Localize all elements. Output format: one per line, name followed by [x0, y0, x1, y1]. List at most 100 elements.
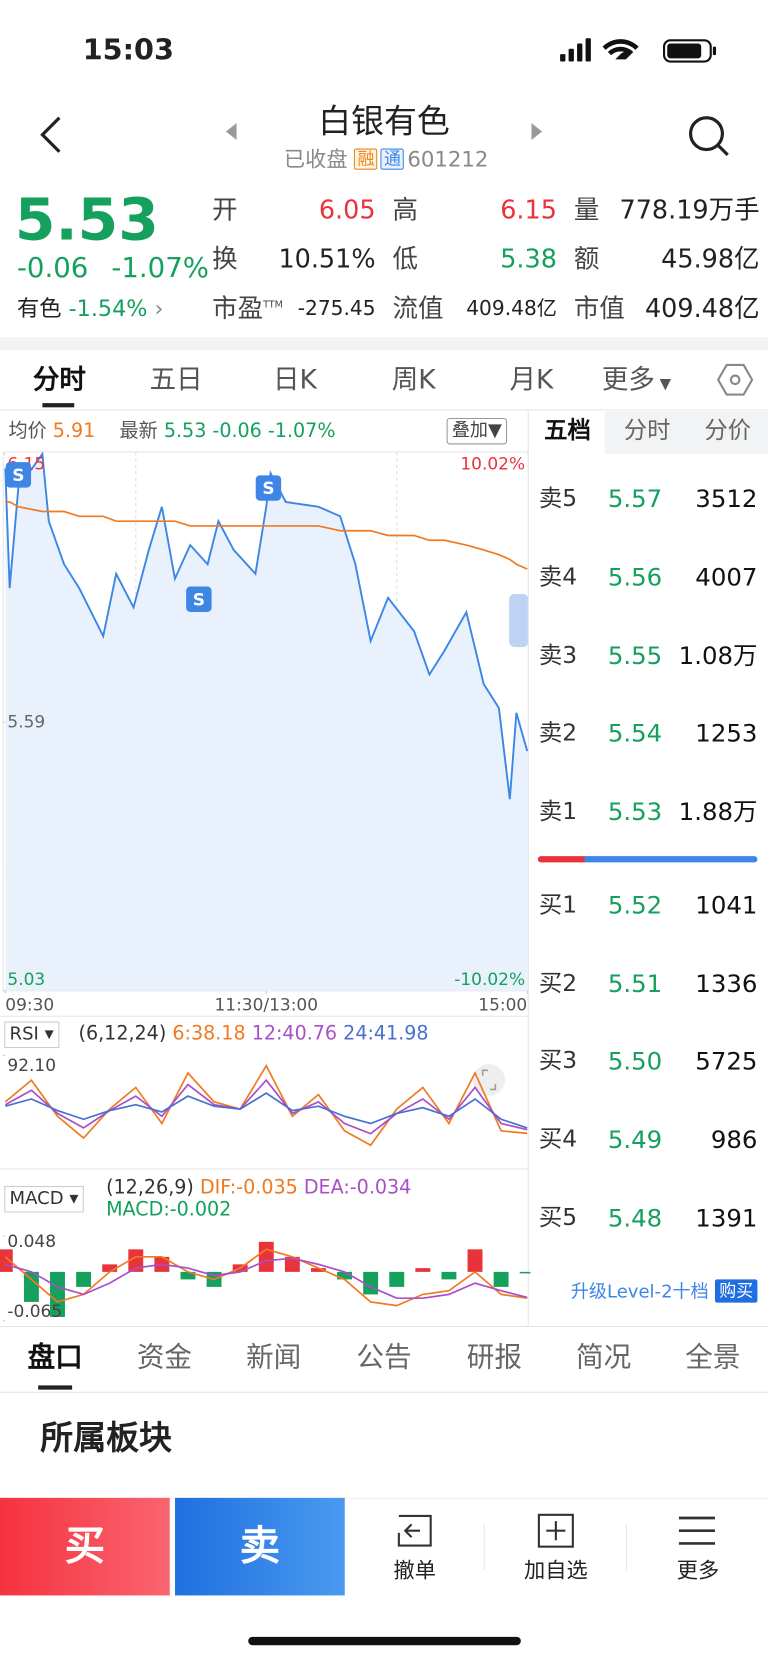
info-tab[interactable]: 简况: [576, 1341, 632, 1374]
status-icons: [560, 38, 717, 63]
macd-bar: [337, 1271, 353, 1280]
home-indicator: [248, 1636, 521, 1646]
chart-tab[interactable]: 周K: [391, 363, 436, 395]
tag: 通: [380, 148, 405, 170]
macd-bar: [284, 1256, 300, 1272]
indicator-legend: (6,12,24) 6:38.18 12:40.76 24:41.98: [78, 1022, 429, 1045]
field-value: 5.38: [500, 243, 557, 274]
divider: [483, 1523, 485, 1570]
level-label: 买1: [538, 892, 578, 919]
settings-icon[interactable]: [717, 363, 754, 397]
field-label: 额: [573, 243, 600, 274]
change-pct: -1.07%: [267, 420, 336, 443]
legend-item: 24:41.98: [343, 1022, 429, 1045]
level-volume: 1041: [695, 892, 758, 920]
order-book-tab[interactable]: 分价: [704, 417, 752, 445]
overlay-button[interactable]: 叠加▼: [446, 417, 508, 445]
y2-tick-label: -10.02%: [454, 970, 525, 990]
chart-tab[interactable]: 更多 ▼: [601, 363, 672, 395]
indicator-name: RSI: [9, 1023, 39, 1045]
field-value: 409.48亿: [644, 293, 760, 324]
series-line: [4, 1078, 528, 1135]
signal-label: S: [12, 466, 24, 486]
macd-bar: [389, 1271, 405, 1287]
chart-tab[interactable]: 五日: [149, 363, 203, 395]
level-price: 5.49: [607, 1126, 663, 1155]
macd-bar: [467, 1249, 483, 1272]
action-item[interactable]: 加自选: [524, 1557, 588, 1583]
divider: [0, 337, 768, 351]
legend-item: MACD:-0.002: [106, 1198, 232, 1221]
action-item[interactable]: 更多: [676, 1557, 720, 1583]
level-volume: 1391: [695, 1205, 758, 1233]
macd-bar: [441, 1271, 457, 1280]
change: -0.06: [212, 420, 262, 443]
sector[interactable]: 有色 -1.54% ›: [16, 295, 164, 322]
legend-item: DIF:-0.035: [199, 1176, 298, 1199]
macd-bar: [50, 1271, 65, 1317]
tab-underline: [42, 403, 75, 408]
order-book-tab[interactable]: 分时: [623, 417, 671, 445]
y-tick-label: 0.048: [7, 1232, 56, 1252]
level-label: 卖4: [538, 564, 578, 591]
info-tab[interactable]: 资金: [136, 1341, 193, 1374]
tag: 融: [354, 148, 378, 170]
last-price: 5.53: [163, 420, 207, 443]
field-label: 高: [392, 195, 418, 225]
order-book-tab[interactable]: 五档: [544, 417, 591, 445]
chart-tab[interactable]: 日K: [272, 363, 317, 395]
level-volume: 986: [710, 1126, 758, 1155]
indicator-legend: (12,26,9) DIF:-0.035 DEA:-0.034: [106, 1176, 412, 1199]
chart-tab[interactable]: 月K: [509, 363, 554, 395]
level-volume: 1336: [695, 970, 758, 999]
avg-price: 5.91: [52, 420, 96, 443]
market-status: 已收盘: [283, 146, 348, 172]
indicator-select[interactable]: RSI ▾: [4, 1021, 59, 1049]
indicator-select[interactable]: MACD ▾: [4, 1185, 84, 1213]
field-value: 45.98亿: [661, 243, 760, 274]
stock-switch[interactable]: [217, 119, 556, 147]
series-line: [5, 1257, 528, 1300]
search-button[interactable]: [685, 112, 732, 159]
y-tick-label: 5.03: [7, 970, 45, 990]
series-line: [4, 1064, 528, 1147]
dropdown-icon: ▼: [654, 375, 672, 393]
buy-button[interactable]: [0, 1497, 170, 1596]
series-line: [4, 451, 529, 800]
macd-bar: [493, 1271, 509, 1287]
level-volume: 1.88万: [678, 798, 758, 827]
field-label: 开: [212, 195, 238, 225]
action-item[interactable]: 撤单: [393, 1557, 436, 1583]
upgrade-link[interactable]: 升级Level-2十档: [570, 1281, 709, 1303]
sell-label: 卖: [239, 1522, 281, 1569]
divider: [0, 409, 768, 411]
back-button[interactable]: [32, 111, 74, 159]
indicator-name: MACD: [9, 1188, 64, 1210]
macd-bar: [76, 1271, 92, 1287]
level-label: 买5: [538, 1205, 578, 1232]
info-tab[interactable]: 公告: [356, 1341, 412, 1374]
y-tick-label: -0.065: [7, 1302, 62, 1322]
info-bar: 均价 5.91 最新 5.53 -0.06 -1.07%: [8, 422, 335, 441]
ratio-bar-sell: [537, 856, 585, 863]
stock-name: 白银有色: [318, 102, 450, 142]
stock-subtitle: 已收盘 融通 601212: [283, 146, 489, 172]
info-tab[interactable]: 研报: [466, 1341, 522, 1374]
status-time: 15:03: [82, 33, 174, 67]
buy-level2-button[interactable]: 购买: [714, 1279, 758, 1303]
info-tab[interactable]: 新闻: [246, 1341, 302, 1374]
info-tab[interactable]: 全景: [685, 1341, 741, 1374]
level-price: 5.48: [607, 1205, 663, 1233]
sell-button[interactable]: [175, 1497, 345, 1596]
x-tick-label: 09:30: [5, 996, 54, 1016]
chart-tab[interactable]: 分时: [32, 363, 86, 395]
side-handle[interactable]: [509, 594, 529, 648]
legend-item: DEA:-0.034: [303, 1176, 412, 1199]
expand-icon: [481, 1069, 497, 1091]
info-tab[interactable]: 盘口: [27, 1341, 83, 1374]
stock-code: 601212: [407, 146, 489, 172]
field-label: 低: [392, 243, 418, 274]
ratio-bar-buy: [584, 856, 758, 863]
